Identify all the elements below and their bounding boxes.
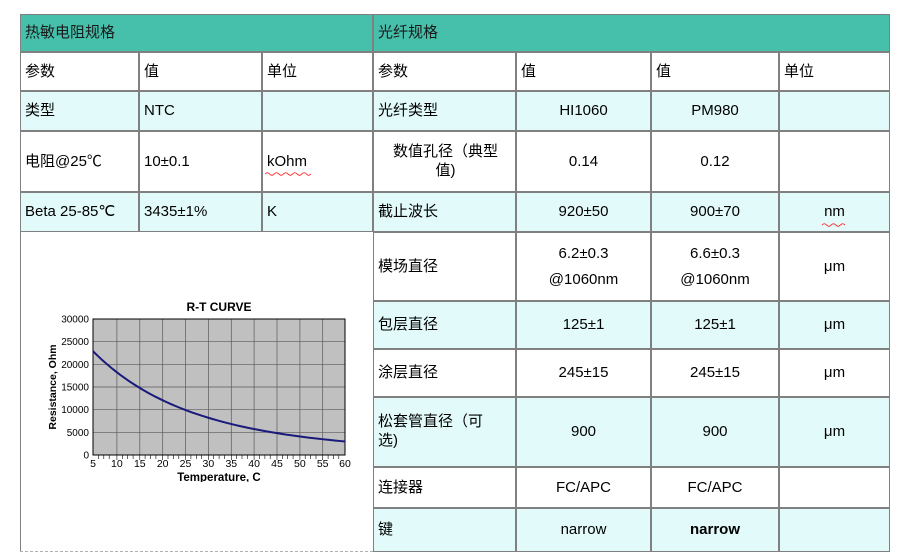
- svg-text:25: 25: [180, 458, 192, 470]
- svg-text:50: 50: [294, 458, 306, 470]
- svg-text:5000: 5000: [67, 428, 90, 439]
- svg-text:55: 55: [317, 458, 329, 470]
- svg-text:35: 35: [225, 458, 237, 470]
- svg-text:0: 0: [83, 451, 89, 462]
- svg-text:Resistance, Ohm: Resistance, Ohm: [47, 344, 59, 429]
- svg-text:5: 5: [90, 458, 96, 470]
- svg-text:10: 10: [111, 458, 123, 470]
- svg-text:15: 15: [134, 458, 146, 470]
- svg-text:30: 30: [203, 458, 215, 470]
- svg-text:10000: 10000: [61, 405, 89, 416]
- svg-text:30000: 30000: [61, 315, 89, 326]
- svg-text:Temperature, C: Temperature, C: [177, 472, 261, 482]
- svg-text:40: 40: [248, 458, 260, 470]
- svg-text:25000: 25000: [61, 337, 89, 348]
- svg-text:60: 60: [339, 458, 351, 470]
- svg-text:R-T CURVE: R-T CURVE: [186, 300, 251, 314]
- svg-text:15000: 15000: [61, 383, 89, 394]
- svg-text:45: 45: [271, 458, 283, 470]
- svg-text:20: 20: [157, 458, 169, 470]
- svg-text:20000: 20000: [61, 360, 89, 371]
